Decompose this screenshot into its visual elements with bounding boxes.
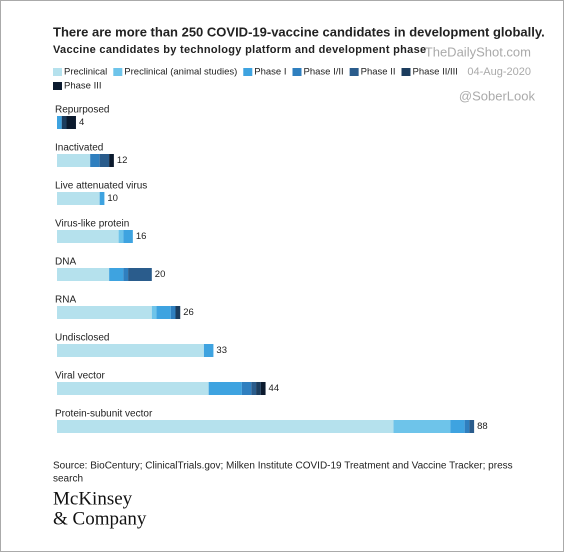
bar-segment	[203, 344, 214, 357]
legend-swatch	[53, 82, 62, 90]
category-label: Viral vector	[55, 371, 106, 382]
category-label: Virus-like protein	[55, 219, 129, 230]
watermark-handle: @SoberLook	[459, 88, 536, 103]
category-label: Undisclosed	[55, 333, 109, 344]
category-label: DNA	[55, 257, 76, 268]
bar-segment	[175, 306, 181, 319]
total-label: 88	[477, 421, 488, 432]
bar-segment	[170, 306, 176, 319]
legend-label: Phase II	[361, 67, 396, 78]
bar-segment	[156, 306, 171, 319]
bar-segment	[151, 306, 157, 319]
bar-segment	[109, 154, 114, 167]
legend-label: Phase II/III	[413, 67, 458, 78]
legend-label: Preclinical (animal studies)	[124, 67, 237, 78]
bar-segment	[251, 382, 257, 395]
bar-segment	[57, 382, 209, 395]
bar-segment	[118, 230, 124, 243]
bar-segment	[469, 420, 475, 433]
bar-segment	[208, 382, 242, 395]
category-label: Inactivated	[55, 143, 103, 154]
bar-segment	[241, 382, 252, 395]
category-label: Live attenuated virus	[55, 181, 147, 192]
watermark: TheDailyShot.com	[425, 44, 531, 59]
legend-swatch	[292, 68, 302, 76]
total-label: 4	[79, 117, 84, 128]
bar-segment	[57, 230, 119, 243]
bar-segment	[464, 420, 470, 433]
legend-swatch	[349, 68, 359, 76]
bar-segment	[61, 116, 67, 129]
bar-segment	[99, 154, 110, 167]
legend-label: Phase III	[64, 81, 102, 92]
total-label: 16	[136, 231, 147, 242]
bar-segment	[90, 154, 100, 167]
bar-segment	[450, 420, 465, 433]
bar-segment	[393, 420, 451, 433]
bar-segment	[57, 306, 152, 319]
bar-segment	[57, 268, 110, 281]
bar-segment	[128, 268, 152, 281]
bar-segment	[57, 154, 91, 167]
logo: McKinsey	[53, 488, 133, 509]
total-label: 12	[117, 155, 128, 166]
category-label: RNA	[55, 295, 76, 306]
bar-segment	[57, 116, 62, 129]
chart-subtitle: Vaccine candidates by technology platfor…	[53, 44, 426, 56]
bar-segment	[260, 382, 266, 395]
legend-label: Phase I	[254, 67, 286, 78]
source: Source: BioCentury; ClinicalTrials.gov; …	[53, 461, 513, 472]
chart-title: There are more than 250 COVID-19-vaccine…	[53, 24, 545, 39]
total-label: 33	[216, 345, 227, 356]
bar-segment	[123, 268, 129, 281]
watermark-date: 04-Aug-2020	[467, 66, 531, 78]
bar-segment	[57, 344, 204, 357]
bar-segment	[57, 192, 100, 205]
bar-segment	[99, 192, 105, 205]
bar-segment	[123, 230, 133, 243]
category-label: Repurposed	[55, 105, 109, 116]
total-label: 10	[107, 193, 118, 204]
legend-swatch	[113, 68, 123, 76]
bar-segment	[256, 382, 261, 395]
category-label: Protein-subunit vector	[55, 409, 153, 420]
total-label: 44	[269, 383, 280, 394]
legend-label: Phase I/II	[304, 67, 344, 78]
logo: & Company	[53, 508, 147, 529]
legend-label: Preclinical	[64, 67, 107, 78]
bar-segment	[109, 268, 124, 281]
bar-segment	[66, 116, 76, 129]
total-label: 26	[183, 307, 194, 318]
legend-swatch	[53, 68, 62, 76]
source: search	[53, 474, 83, 485]
legend-swatch	[243, 68, 253, 76]
bar-segment	[57, 420, 394, 433]
total-label: 20	[155, 269, 166, 280]
legend-swatch	[401, 68, 411, 76]
